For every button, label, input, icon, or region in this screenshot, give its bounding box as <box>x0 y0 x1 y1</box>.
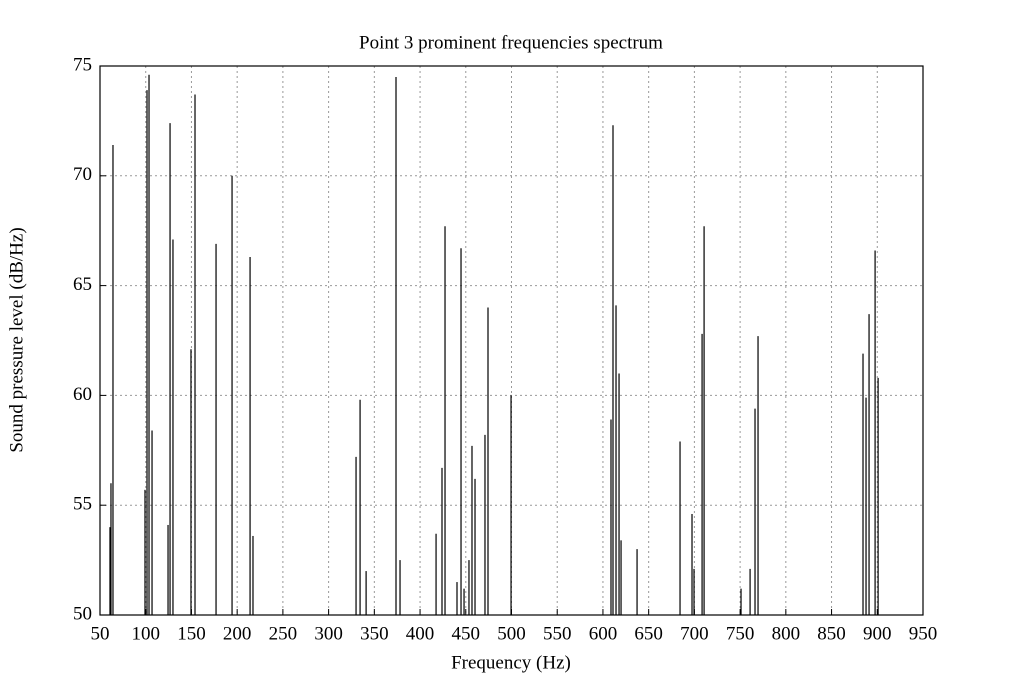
x-tick-label: 800 <box>772 623 801 644</box>
y-tick-label: 60 <box>73 384 92 405</box>
y-tick-label: 70 <box>73 164 92 185</box>
x-tick-label: 850 <box>817 623 846 644</box>
x-tick-label: 700 <box>680 623 709 644</box>
x-tick-label: 200 <box>223 623 252 644</box>
x-tick-label: 100 <box>131 623 160 644</box>
x-tick-label: 950 <box>909 623 938 644</box>
y-tick-label: 50 <box>73 603 92 624</box>
x-tick-label: 650 <box>634 623 663 644</box>
x-tick-label: 900 <box>863 623 892 644</box>
x-tick-label: 500 <box>497 623 526 644</box>
y-tick-label: 65 <box>73 274 92 295</box>
x-tick-label: 600 <box>589 623 618 644</box>
x-tick-label: 250 <box>269 623 298 644</box>
x-tick-label: 300 <box>314 623 343 644</box>
y-axis-label: Sound pressure level (dB/Hz) <box>6 227 27 452</box>
chart-title: Point 3 prominent frequencies spectrum <box>359 32 663 53</box>
y-tick-label: 55 <box>73 494 92 515</box>
x-tick-label: 550 <box>543 623 572 644</box>
x-axis-label: Frequency (Hz) <box>451 652 571 673</box>
plot-frame <box>99 65 924 616</box>
x-tick-label: 450 <box>452 623 481 644</box>
y-tick-label: 75 <box>73 54 92 75</box>
x-tick-label: 350 <box>360 623 389 644</box>
x-tick-label: 50 <box>91 623 110 644</box>
x-tick-label: 150 <box>177 623 206 644</box>
x-tick-label: 400 <box>406 623 435 644</box>
x-tick-label: 750 <box>726 623 755 644</box>
